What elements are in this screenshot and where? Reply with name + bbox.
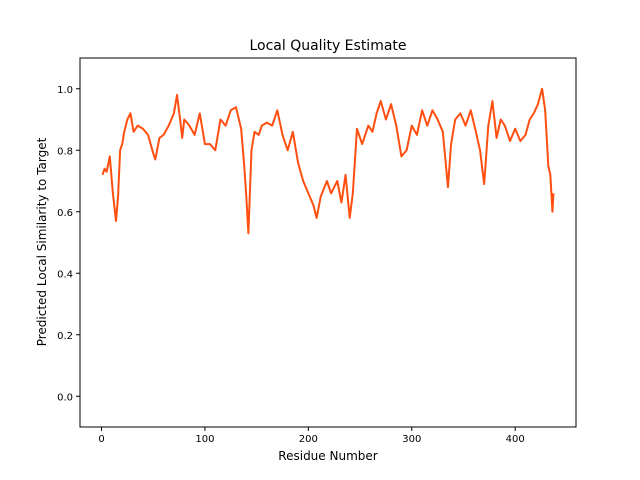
- y-tick-label: 0.2: [57, 331, 73, 342]
- x-tick-label: 400: [506, 434, 525, 445]
- plot-frame: [79, 57, 577, 428]
- y-tick-label: 0.6: [57, 208, 73, 219]
- x-tick-label: 200: [299, 434, 318, 445]
- data-line: [101, 87, 555, 235]
- y-tick-label: 0.4: [57, 269, 73, 280]
- y-tick-label: 0.0: [57, 392, 73, 403]
- x-tick-label: 300: [402, 434, 421, 445]
- x-tick-label: 100: [195, 434, 214, 445]
- chart-title: Local Quality Estimate: [249, 38, 406, 54]
- x-tick-label: 0: [98, 434, 104, 445]
- y-tick-label: 0.8: [57, 146, 73, 157]
- y-axis-label: Predicted Local Similarity to Target: [35, 137, 49, 346]
- x-axis-label: Residue Number: [278, 449, 377, 463]
- y-tick-label: 1.0: [57, 85, 73, 96]
